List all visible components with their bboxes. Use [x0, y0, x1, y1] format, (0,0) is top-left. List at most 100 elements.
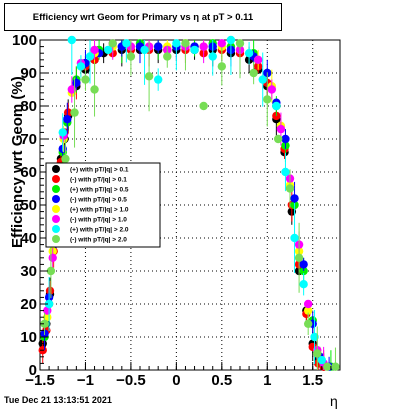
legend-marker: [52, 225, 60, 233]
data-point: [190, 45, 199, 55]
data-point: [40, 319, 49, 328]
data-point: [303, 306, 313, 315]
axes: −1.5 −1 −0.5 0 0.5 1 1.5 0 10 20 30 40 50 60 70 80 90 100: [12, 32, 341, 389]
data-point: [103, 45, 113, 55]
data-point: [44, 299, 54, 309]
data-point: [153, 75, 163, 84]
legend-entry-label: (-) with pT/|q| > 1.0: [70, 217, 127, 224]
data-point: [313, 349, 322, 358]
data-point: [67, 85, 77, 94]
x-tick-label: 0: [172, 372, 180, 389]
data-point: [273, 134, 283, 144]
data-point: [263, 95, 272, 104]
data-point: [46, 266, 56, 276]
data-point: [244, 49, 254, 58]
x-tick-label: −1: [77, 372, 94, 389]
legend-entry-label: (-) with pT/|q| > 0.5: [70, 197, 127, 204]
x-tick-label: 0.5: [211, 372, 232, 389]
data-point: [172, 39, 181, 48]
data-point: [258, 75, 267, 84]
data-point: [85, 52, 95, 61]
data-point: [144, 72, 154, 81]
data-point: [48, 253, 57, 262]
data-point: [249, 68, 258, 78]
chart-title-box: Efficiency wrt Geom for Primary vs η at …: [4, 3, 282, 31]
legend-entry-label: (+) with pT/|q| > 2.0: [70, 227, 129, 234]
data-point: [267, 85, 277, 94]
y-tick-label: 50: [20, 197, 37, 214]
x-tick-label: 1.5: [302, 372, 323, 389]
y-tick-label: 40: [20, 230, 37, 247]
y-tick-label: 30: [20, 263, 37, 280]
data-point: [235, 39, 245, 48]
data-point: [285, 184, 295, 193]
data-point: [90, 45, 99, 55]
legend-marker: [52, 215, 60, 223]
x-axis-label: η: [330, 393, 338, 409]
data-point: [323, 362, 332, 371]
data-point: [217, 62, 227, 71]
data-point: [303, 299, 313, 309]
data-point: [90, 85, 99, 94]
legend-marker: [52, 195, 60, 203]
legend-marker: [52, 235, 60, 243]
data-point: [281, 134, 290, 144]
x-tick-label: −0.5: [116, 372, 146, 389]
legend-entry-label: (+) with pT/|q| > 0.1: [70, 167, 129, 174]
data-point: [294, 253, 304, 262]
data-point: [226, 35, 236, 45]
data-point: [310, 332, 319, 342]
data-point: [63, 108, 73, 117]
data-point: [67, 35, 77, 45]
legend-box: [45, 162, 161, 248]
legend-entry-label: (+) with pT/|q| > 0.5: [70, 187, 129, 194]
data-point: [81, 75, 90, 84]
data-point: [303, 319, 313, 328]
data-point: [58, 128, 67, 137]
legend-marker: [52, 205, 60, 213]
data-point: [199, 101, 208, 111]
data-point: [276, 124, 286, 134]
data-point: [299, 280, 308, 289]
y-axis-label: Efficiency wrt Geom (%): [9, 76, 26, 248]
data-point: [217, 39, 227, 48]
data-point: [76, 62, 86, 71]
legend-marker: [52, 175, 60, 183]
legend-entry-label: (-) with pT/|q| > 2.0: [70, 237, 127, 244]
data-point: [199, 42, 208, 51]
data-point: [317, 355, 327, 365]
x-tick-label: 1: [263, 372, 271, 389]
legend-marker: [52, 185, 60, 193]
y-tick-label: 80: [20, 98, 37, 115]
data-point: [299, 260, 308, 269]
legend-marker: [52, 165, 60, 173]
legend-entry-label: (+) with pT/|q| > 1.0: [70, 207, 129, 214]
data-point: [61, 154, 70, 163]
data-point: [153, 42, 163, 51]
y-tick-label: 90: [20, 65, 37, 82]
data-point: [272, 111, 281, 121]
chart-title: Efficiency wrt Geom for Primary vs η at …: [32, 12, 254, 23]
data-point: [163, 52, 172, 61]
data-point: [331, 362, 340, 371]
data-point: [108, 39, 117, 48]
timestamp: Tue Dec 21 13:13:51 2021: [4, 395, 112, 405]
legend-entry-label: (-) with pT/|q| > 0.1: [70, 177, 127, 184]
data-point: [253, 55, 263, 64]
data-point: [70, 108, 79, 117]
y-tick-label: 20: [20, 296, 37, 313]
y-tick-label: 10: [20, 329, 37, 346]
data-point: [45, 286, 55, 295]
data-point: [272, 101, 281, 111]
data-point: [208, 52, 217, 61]
y-tick-label: 60: [20, 164, 37, 181]
y-tick-label: 0: [29, 362, 37, 379]
data-point: [281, 167, 290, 177]
legend: (+) with pT/|q| > 0.1 (-) with pT/|q| > 0…: [45, 162, 161, 248]
data-point: [181, 39, 190, 48]
data-point: [122, 39, 131, 48]
data-point: [290, 233, 299, 243]
data-point: [140, 45, 149, 55]
y-tick-label: 70: [20, 131, 37, 148]
